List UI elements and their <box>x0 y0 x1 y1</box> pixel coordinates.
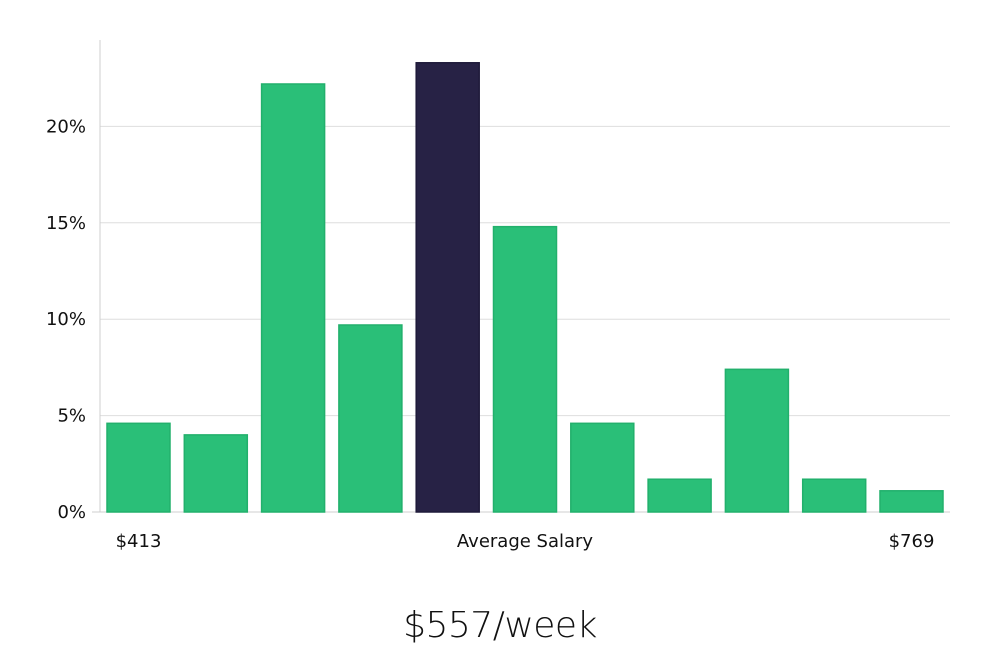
histogram-bars <box>106 62 944 513</box>
salary-histogram: 0% 5% 10% 15% 20% $413 Average Salary $769 <box>46 40 950 552</box>
histogram-bar <box>106 422 171 513</box>
y-tick-label: 0% <box>57 502 86 523</box>
histogram-bar <box>801 478 867 513</box>
y-tick-label: 10% <box>46 309 86 330</box>
y-tick-label: 5% <box>57 406 86 427</box>
histogram-bar <box>647 478 712 513</box>
x-axis-title: Average Salary <box>457 531 594 552</box>
histogram-bar <box>260 83 326 513</box>
histogram-bar <box>338 324 403 513</box>
x-max-label: $769 <box>889 531 935 552</box>
y-tick-label: 20% <box>46 116 86 137</box>
histogram-bar <box>724 368 790 513</box>
histogram-bar <box>570 422 635 513</box>
y-tick-label: 15% <box>46 213 86 234</box>
histogram-bar <box>183 434 249 513</box>
x-min-label: $413 <box>116 531 162 552</box>
average-salary-headline: $557/week <box>403 605 597 646</box>
histogram-bar <box>879 490 944 513</box>
histogram-bar-highlighted <box>415 62 480 513</box>
histogram-bar <box>492 225 558 513</box>
y-tick-labels: 0% 5% 10% 15% 20% <box>46 116 86 523</box>
